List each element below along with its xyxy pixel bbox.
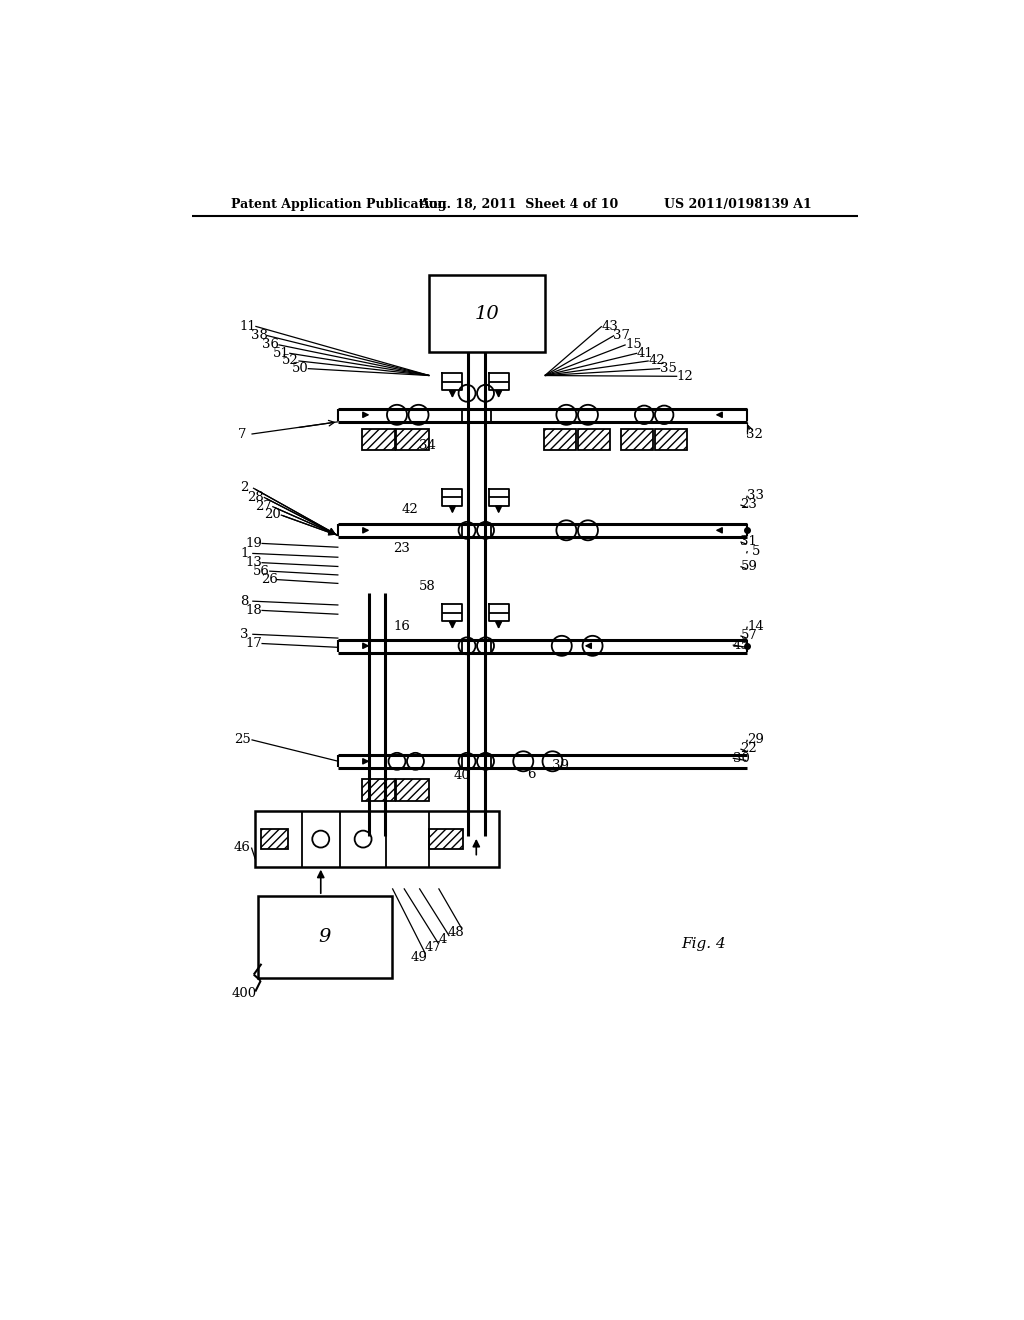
Bar: [429, 276, 545, 352]
Bar: [544, 429, 577, 450]
Text: Fig. 4: Fig. 4: [681, 937, 726, 950]
Text: 48: 48: [447, 925, 464, 939]
Text: 38: 38: [251, 329, 267, 342]
Text: 49: 49: [411, 952, 428, 964]
Text: 14: 14: [748, 620, 764, 634]
Text: 13: 13: [246, 556, 262, 569]
Text: 42: 42: [401, 503, 419, 516]
Text: 27: 27: [255, 500, 272, 513]
Text: 28: 28: [247, 491, 263, 504]
Text: 19: 19: [246, 537, 262, 550]
Text: 11: 11: [240, 319, 256, 333]
Text: 400: 400: [232, 987, 257, 1001]
Text: 42: 42: [648, 354, 665, 367]
Bar: [621, 429, 653, 450]
Text: 9: 9: [318, 928, 331, 946]
Text: 47: 47: [425, 941, 441, 954]
Text: 12: 12: [677, 370, 693, 383]
Text: 8: 8: [241, 594, 249, 607]
Text: 26: 26: [261, 573, 278, 586]
Text: 50: 50: [292, 362, 308, 375]
Text: 56: 56: [253, 565, 270, 578]
Text: 41: 41: [637, 347, 653, 360]
Text: 5: 5: [752, 545, 760, 557]
Bar: [258, 896, 392, 978]
Text: Patent Application Publication: Patent Application Publication: [230, 198, 446, 211]
Text: 34: 34: [419, 440, 435, 453]
Text: 36: 36: [262, 338, 280, 351]
Text: 35: 35: [659, 362, 677, 375]
Text: 46: 46: [233, 841, 251, 854]
Text: 18: 18: [246, 603, 262, 616]
Text: 51: 51: [273, 347, 290, 360]
Text: 43: 43: [601, 319, 617, 333]
Text: 23: 23: [393, 541, 410, 554]
Text: 30: 30: [733, 751, 750, 764]
Text: 10: 10: [475, 305, 500, 323]
Text: 25: 25: [233, 733, 251, 746]
Text: 20: 20: [264, 508, 281, 521]
Text: 33: 33: [748, 490, 764, 502]
Text: 3: 3: [241, 628, 249, 640]
Text: 15: 15: [625, 338, 642, 351]
Text: Aug. 18, 2011  Sheet 4 of 10: Aug. 18, 2011 Sheet 4 of 10: [419, 198, 618, 211]
Bar: [396, 429, 429, 450]
Bar: [396, 779, 429, 800]
Text: 39: 39: [552, 759, 568, 772]
Text: 37: 37: [613, 329, 631, 342]
Bar: [261, 829, 289, 849]
Text: 52: 52: [283, 354, 299, 367]
Text: 58: 58: [419, 579, 435, 593]
Text: 29: 29: [748, 733, 764, 746]
Text: 45: 45: [733, 639, 750, 652]
Text: 4: 4: [439, 933, 447, 946]
Text: 31: 31: [740, 536, 758, 548]
Text: 7: 7: [238, 428, 247, 441]
Text: 32: 32: [745, 428, 763, 441]
Bar: [362, 779, 394, 800]
Text: 40: 40: [454, 770, 470, 783]
Text: 22: 22: [740, 742, 757, 755]
Text: 23: 23: [740, 499, 758, 511]
Text: 6: 6: [526, 768, 536, 781]
Text: 16: 16: [393, 620, 410, 634]
Text: US 2011/0198139 A1: US 2011/0198139 A1: [665, 198, 812, 211]
Bar: [578, 429, 610, 450]
Bar: [255, 812, 499, 867]
Bar: [429, 829, 463, 849]
Text: 17: 17: [246, 638, 262, 649]
Bar: [655, 429, 687, 450]
Bar: [362, 429, 394, 450]
Text: 59: 59: [740, 560, 758, 573]
Text: 1: 1: [241, 546, 249, 560]
Text: 57: 57: [740, 630, 758, 643]
Text: 2: 2: [241, 482, 249, 495]
